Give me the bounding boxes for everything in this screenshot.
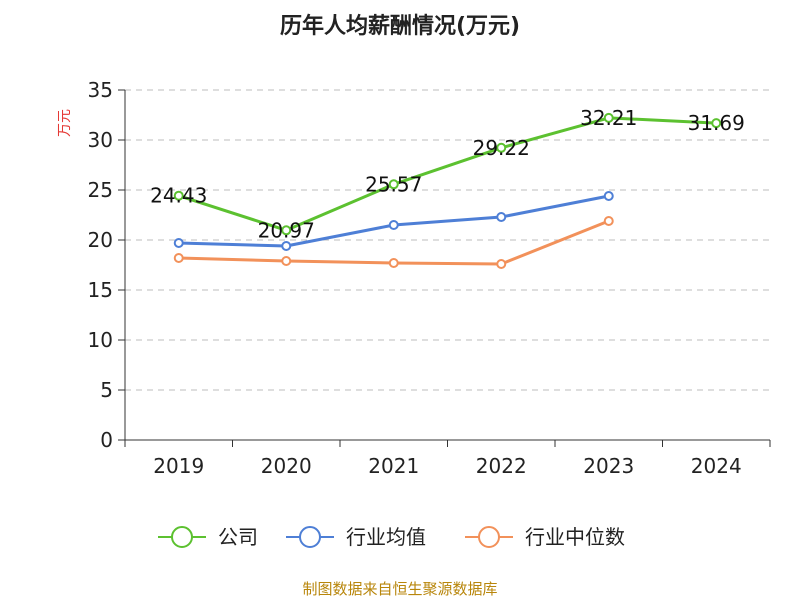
data-point <box>603 216 614 226</box>
y-tick-label: 35 <box>88 78 113 102</box>
y-tick-label: 25 <box>88 178 113 202</box>
y-tick-label: 20 <box>88 228 113 252</box>
x-tick-label: 2024 <box>691 454 742 478</box>
data-point <box>281 256 292 266</box>
series-line-0 <box>178 116 717 232</box>
data-point <box>496 212 507 222</box>
legend: 公司 行业均值 行业中位数 <box>158 525 625 549</box>
y-tick-label: 5 <box>100 378 113 402</box>
series-layer <box>173 112 722 269</box>
data-point <box>496 142 507 153</box>
data-point <box>603 112 614 123</box>
x-tick-label: 2019 <box>153 454 204 478</box>
data-point <box>388 179 399 190</box>
data-point <box>388 258 399 268</box>
data-label: 32.21 <box>580 106 637 130</box>
data-point <box>711 118 722 129</box>
data-point <box>173 253 184 263</box>
y-axis-label: 万元 <box>57 109 73 137</box>
data-point <box>173 190 184 201</box>
source-note: 制图数据来自恒生聚源数据库 <box>302 580 497 598</box>
x-tick-label: 2020 <box>261 454 312 478</box>
y-tick-label: 15 <box>88 278 113 302</box>
data-label: 24.43 <box>150 184 207 208</box>
legend-marker <box>299 526 321 548</box>
data-label: 20.97 <box>258 218 315 242</box>
y-tick-label: 0 <box>100 428 113 452</box>
data-label: 25.57 <box>365 172 422 196</box>
data-label: 29.22 <box>473 136 530 160</box>
y-tick-label: 10 <box>88 328 113 352</box>
legend-label: 公司 <box>218 525 258 549</box>
data-point <box>173 238 184 248</box>
legend-marker <box>171 526 193 548</box>
data-point <box>496 259 507 269</box>
x-tick-label: 2023 <box>583 454 634 478</box>
data-point <box>281 241 292 251</box>
legend-label: 行业中位数 <box>525 525 625 549</box>
data-label: 31.69 <box>688 111 745 135</box>
data-point <box>603 191 614 201</box>
grid-lines <box>125 89 770 391</box>
data-point <box>281 225 292 236</box>
x-tick-label: 2021 <box>368 454 419 478</box>
legend-marker <box>478 526 500 548</box>
chart-title: 历年人均薪酬情况(万元) <box>280 13 520 39</box>
data-point <box>388 220 399 230</box>
y-tick-label: 30 <box>88 128 113 152</box>
x-tick-label: 2022 <box>476 454 527 478</box>
legend-label: 行业均值 <box>346 525 426 549</box>
axes: 0 5 10 15 20 25 30 35 2019 2020 2021 2022 2023 2024 <box>88 78 771 478</box>
data-labels: 24.43 20.97 25.57 29.22 32.21 31.69 <box>150 106 745 242</box>
